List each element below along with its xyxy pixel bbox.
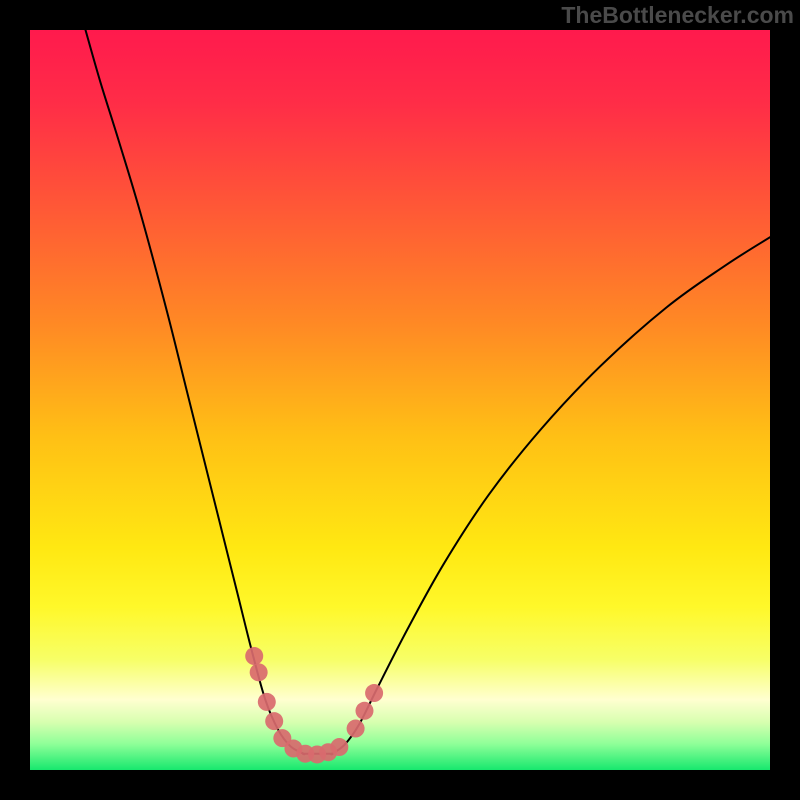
data-marker — [330, 738, 348, 756]
gradient-background — [30, 30, 770, 770]
data-marker — [265, 712, 283, 730]
data-marker — [365, 684, 383, 702]
data-marker — [347, 720, 365, 738]
data-marker — [258, 693, 276, 711]
data-marker — [250, 663, 268, 681]
plot-area — [30, 30, 770, 770]
data-marker — [355, 702, 373, 720]
bottleneck-chart — [30, 30, 770, 770]
data-marker — [245, 647, 263, 665]
watermark-text: TheBottlenecker.com — [561, 2, 794, 29]
